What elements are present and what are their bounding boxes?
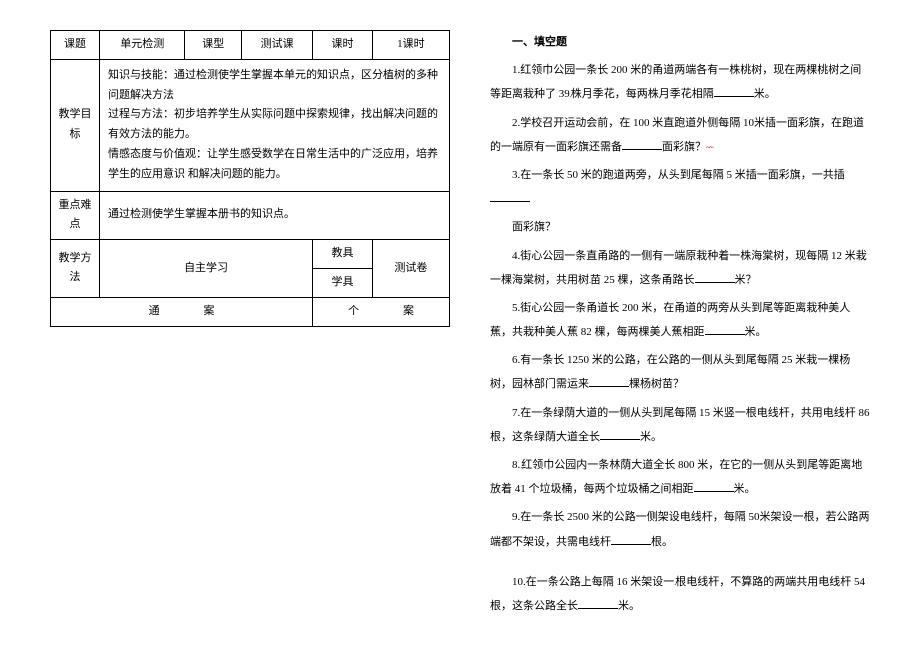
header-c5: 课时	[313, 31, 373, 60]
blank	[490, 190, 530, 202]
goals-label: 教学目标	[51, 59, 100, 191]
header-c3: 课型	[185, 31, 242, 60]
lesson-plan-table: 课题 单元检测 课型 测试课 课时 1课时 教学目标 知识与技能：通过检测使学生…	[50, 30, 450, 327]
blank	[705, 323, 745, 335]
tool-label1: 教具	[313, 240, 373, 269]
blank	[578, 597, 618, 609]
header-c6: 1课时	[372, 31, 449, 60]
q3b: 面彩旗？	[490, 215, 870, 239]
blank	[611, 533, 651, 545]
blank	[600, 428, 640, 440]
keypoints-text: 通过检测使学生掌握本册书的知识点。	[100, 191, 450, 240]
q9: 9.在一条长 2500 米的公路一侧架设电线杆，每隔 50米架设一根，若公路两端…	[490, 505, 870, 553]
blank	[714, 85, 754, 97]
q10: 10.在一条公路上每隔 16 米架设一.根电线杆，不算路的两端共用电线杆 54 …	[490, 570, 870, 618]
tool-value: 测试卷	[372, 240, 449, 298]
q6: 6.有一条长 1250 米的公路，在公路的一侧从头到尾每隔 25 米栽一棵杨树，…	[490, 348, 870, 396]
method-label: 教学方法	[51, 240, 100, 298]
footer-right: 个 案	[313, 297, 450, 326]
q2: 2.学校召开运动会前，在 100 米直跑道外侧每隔 10米插一面彩旗，在跑道的一…	[490, 111, 870, 159]
q4: 4.街心公园一条直甬路的一侧有一端原栽种着一株海棠树，现每隔 12 米栽一棵海棠…	[490, 244, 870, 292]
header-c1: 课题	[51, 31, 100, 60]
section-heading: 一、填空题	[490, 30, 870, 54]
q1: 1.红领巾公园一条长 200 米的甬道两端各有一株桃树，现在两棵桃树之间等距离栽…	[490, 58, 870, 106]
q3: 3.在一条长 50 米的跑道两旁，从头到尾每隔 5 米插一面彩旗，一共插	[490, 163, 870, 211]
method-value: 自主学习	[100, 240, 313, 298]
header-c2: 单元检测	[100, 31, 185, 60]
footer-left: 通 案	[51, 297, 313, 326]
q8: 8..红领巾公园内一条林荫大道全长 800 米，在它的一侧从头到尾等距离地放着 …	[490, 453, 870, 501]
questions-panel: 一、填空题 1.红领巾公园一条长 200 米的甬道两端各有一株桃树，现在两棵桃树…	[490, 30, 870, 622]
goals-text: 知识与技能：通过检测使学生掌握本单元的知识点，区分植树的多种问题解决方法 过程与…	[100, 59, 450, 191]
tool-label2: 学具	[313, 268, 373, 297]
q7: 7.在一条绿荫大道的一侧从头到尾每隔 15 米竖一根电线杆，共用电线杆 86 根…	[490, 401, 870, 449]
q5: 5.街心公园一条甬道长 200 米，在甬道的两旁从头到尾等距离栽种美人蕉，共栽种…	[490, 296, 870, 344]
blank	[695, 271, 735, 283]
blank	[622, 138, 662, 150]
blank	[694, 480, 734, 492]
header-c4: 测试课	[242, 31, 313, 60]
keypoints-label: 重点难点	[51, 191, 100, 240]
blank	[589, 375, 629, 387]
wavy-icon: ~~	[706, 143, 713, 152]
